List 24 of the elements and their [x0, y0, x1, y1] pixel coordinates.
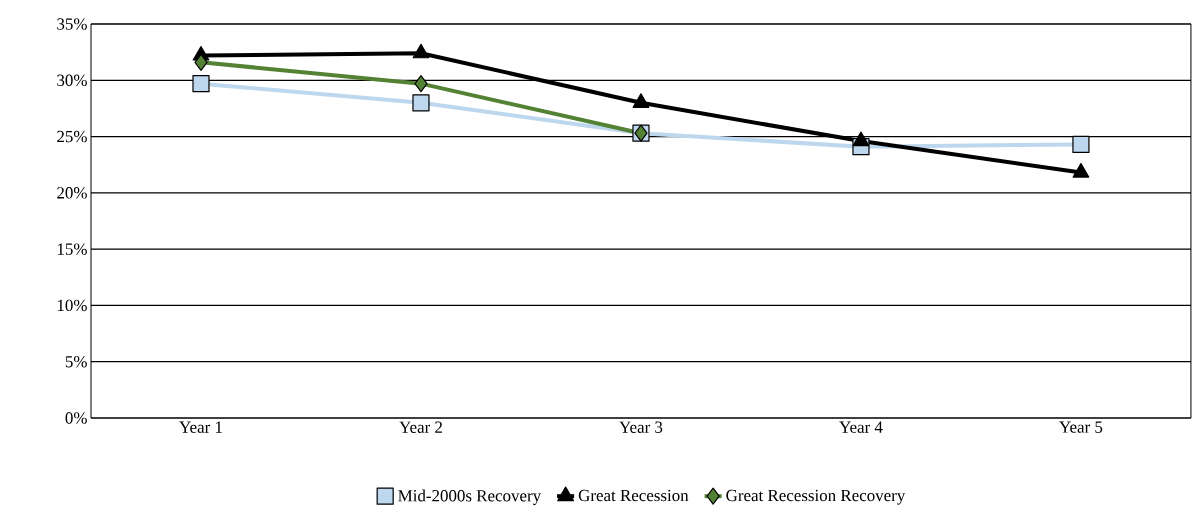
legend-label: Mid-2000s Recovery: [398, 489, 542, 505]
x-tick-label: Year 4: [839, 421, 883, 433]
point: [1072, 135, 1090, 154]
y-tick-label: 35%: [57, 18, 87, 30]
y-tick-label: 5%: [65, 355, 87, 368]
x-tick-label: Year 1: [179, 421, 222, 433]
point: [414, 75, 428, 93]
y-tick-label: 15%: [57, 243, 87, 255]
x-tick-label: Year 5: [1059, 421, 1103, 433]
legend-label: Great Recession Recovery: [726, 489, 906, 505]
y-tick-label: 30%: [57, 74, 87, 87]
point: [632, 93, 650, 108]
point: [852, 131, 870, 147]
y-tick-label: 10%: [57, 299, 87, 312]
y-tick-label: 20%: [57, 187, 87, 199]
point: [412, 94, 430, 112]
point: [192, 75, 210, 93]
point: [412, 43, 430, 59]
y-tick-label: 25%: [57, 130, 87, 143]
x-tick-label: Year 3: [619, 421, 663, 433]
point: [194, 53, 208, 71]
y-tick-label: 0%: [65, 412, 87, 424]
x-tick-label: Year 2: [399, 421, 442, 433]
legend-label: Great Recession: [578, 489, 689, 502]
